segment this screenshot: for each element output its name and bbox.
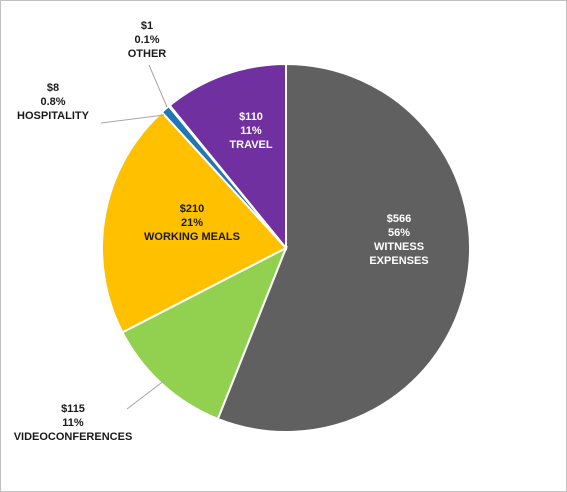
- data-label-videoconferences: $115 11% VIDEOCONFERENCES: [14, 403, 133, 443]
- category-label: OTHER: [128, 48, 167, 60]
- data-label-working-meals: $210 21% WORKING MEALS: [144, 203, 240, 243]
- data-label-hospitality: $8 0.8% HOSPITALITY: [17, 82, 90, 122]
- pie-slice-videoconferences: [121, 245, 288, 421]
- category-label: VIDEOCONFERENCES: [14, 431, 133, 443]
- value-label: $110: [239, 111, 263, 123]
- pie-slice-witness-expenses: [216, 62, 471, 433]
- percent-label: 56%: [388, 227, 410, 239]
- category-label: HOSPITALITY: [17, 110, 90, 122]
- value-label: $8: [47, 82, 59, 94]
- pie-slice-travel: [168, 62, 287, 251]
- data-label-travel: $110 11% TRAVEL: [229, 111, 272, 151]
- value-label: $1: [141, 20, 153, 32]
- value-label: $210: [180, 203, 204, 215]
- leader-line-hospitality: [100, 114, 165, 124]
- percent-label: 21%: [181, 217, 203, 229]
- percent-label: 11%: [62, 417, 84, 429]
- value-label: $115: [61, 403, 85, 415]
- percent-label: 0.8%: [40, 96, 65, 108]
- data-label-other: $1 0.1% OTHER: [128, 20, 167, 60]
- category-label: WITNESS: [374, 241, 424, 253]
- category-label: TRAVEL: [229, 139, 272, 151]
- leader-line-other: [148, 64, 168, 108]
- category-label: EXPENSES: [369, 255, 428, 267]
- percent-label: 0.1%: [134, 34, 159, 46]
- data-label-witness-expenses: $566 56% WITNESS EXPENSES: [369, 213, 428, 267]
- pie-slice-working-meals: [101, 110, 288, 334]
- percent-label: 11%: [240, 125, 262, 137]
- value-label: $566: [387, 213, 411, 225]
- category-label: WORKING MEALS: [144, 231, 240, 243]
- leader-line-videoconferences: [126, 379, 166, 410]
